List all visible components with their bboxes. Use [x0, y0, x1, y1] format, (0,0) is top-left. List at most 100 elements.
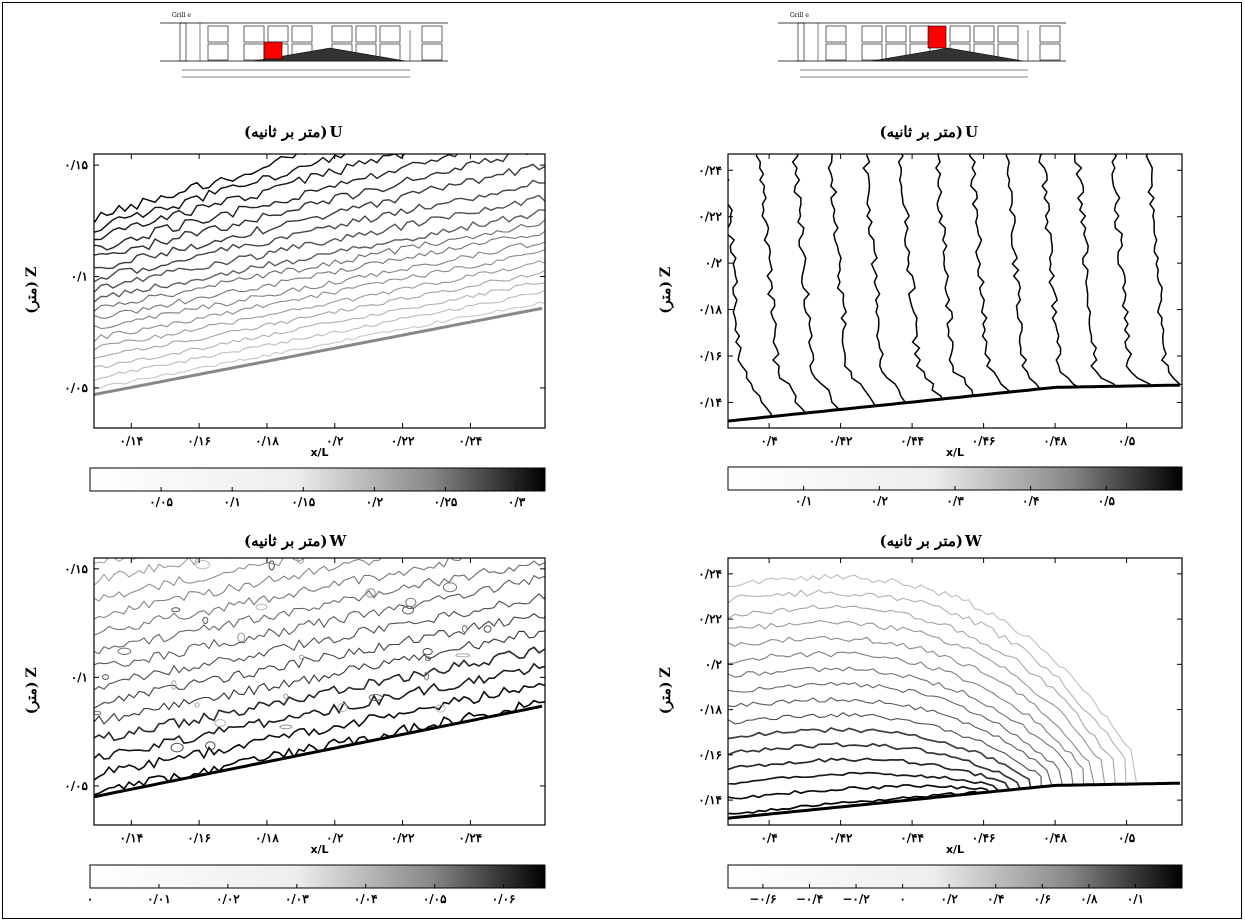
chart-w-left: (متر بر ثانیه) W ۰/۱۴ ۰/۱۶ ۰/۱۸ ۰/۲ ۰/۲۲ ۰/۲۴ x/…: [0, 527, 620, 917]
schematic-cell: [885, 25, 907, 43]
plot-frame: [727, 153, 1183, 429]
colorbar-tick-label: ۰/۳: [946, 494, 964, 508]
x-tick-label: ۰/۴۲: [829, 434, 853, 448]
contour-line: [728, 651, 1085, 785]
contour-line: [94, 558, 464, 636]
contour-line: [94, 630, 545, 725]
chart-title-unit: (متر بر ثانیه): [880, 123, 963, 141]
bed-profile-line: [93, 306, 543, 397]
colorbar-tick-label: ۰/۰۵: [149, 495, 173, 509]
contour-loop: [425, 656, 432, 661]
contour-line: [728, 790, 979, 815]
contour-line: [94, 219, 545, 312]
plot-frame: [93, 557, 546, 826]
schematic-cell: [949, 25, 971, 43]
chart-w-left-svg: (متر بر ثانیه) W ۰/۱۴ ۰/۱۶ ۰/۱۸ ۰/۲ ۰/۲۲ ۰/۲۴ x/…: [24, 532, 546, 906]
chart-u-left: (متر بر ثانیه) U ۰/۱۴ ۰/۱۶ ۰/۱۸ ۰/۲ ۰/۲۲ ۰/۲۴ x/…: [0, 118, 620, 509]
colorbar-tick-label: ۰: [899, 892, 905, 906]
contour-line: [728, 784, 990, 800]
contour-line: [94, 282, 545, 369]
colorbar-tick-label: ۰/۴: [1022, 494, 1039, 508]
contour-loop: [117, 647, 132, 656]
contour-line: [94, 646, 545, 742]
y-axis-unit: (متر): [658, 682, 674, 715]
colorbar: [89, 864, 546, 889]
flume-schematic-left: Grill e: [160, 8, 448, 83]
schematic-mound: [253, 47, 406, 62]
contour-line: [94, 194, 545, 293]
contour-line: [94, 154, 406, 241]
contour-line: [728, 757, 1011, 791]
x-tick-label: ۰/۴۶: [972, 434, 996, 448]
x-tick-label: ۰/۱۸: [255, 434, 279, 448]
schematic-cell: [291, 25, 313, 43]
bed-profile-line: [727, 781, 1180, 820]
x-axis-label: x/L: [310, 446, 328, 459]
flume-schematic-right: Grill e: [778, 8, 1066, 83]
schematic-cell: [861, 43, 883, 61]
contour-line: [94, 682, 545, 781]
flume-schematic-left-svg: Grill e: [160, 12, 448, 78]
contour-loop: [102, 674, 109, 680]
contour-line: [94, 154, 355, 233]
contour-line: [94, 179, 545, 283]
contour-line: [827, 154, 888, 428]
x-tick-label: ۰/۴۸: [1043, 434, 1067, 448]
chart-title-unit: (متر بر ثانیه): [244, 532, 327, 550]
contour-line: [728, 620, 1106, 785]
schematic-highlight: [263, 41, 283, 60]
y-tick-label: ۰/۲: [705, 256, 723, 270]
schematic-grill-label: Grill e: [172, 12, 191, 19]
x-tick-label: ۰/۴: [760, 434, 777, 448]
chart-title-variable: U: [330, 123, 343, 141]
y-tick-label: ۰/۰۵: [64, 381, 88, 395]
contour-line: [728, 742, 1021, 790]
contour-lines-group: [94, 558, 545, 796]
x-tick-label: ۰/۱۶: [187, 831, 211, 845]
colorbar: [727, 864, 1183, 889]
contour-loop: [237, 632, 246, 643]
schematic-cell: [207, 25, 229, 43]
x-axis-label: x/L: [310, 843, 328, 856]
colorbar-tick-label: ۰/۸: [1080, 892, 1098, 906]
colorbar-tick-label: ۰/۳: [508, 495, 526, 509]
schematic-highlight: [927, 25, 947, 49]
plot-frame: [93, 153, 546, 429]
y-axis-unit: (متر): [658, 281, 674, 314]
colorbar-tick-label: ۰/۲: [941, 892, 959, 906]
colorbar-tick-label: ۰/۶: [1034, 892, 1051, 906]
contour-line: [94, 558, 230, 587]
contour-loop: [268, 560, 275, 571]
y-tick-label: ۰/۱: [71, 670, 88, 684]
schematic-cell: [825, 25, 847, 43]
bed-mask: [728, 783, 1182, 825]
y-axis-label: Z (متر): [658, 267, 674, 314]
y-tick-label: ۰/۲۴: [698, 567, 722, 581]
y-tick-label: ۰/۱: [71, 270, 88, 284]
contour-line: [728, 726, 1032, 789]
colorbar-tick-label: ۰/۱: [795, 494, 812, 508]
contour-line: [728, 178, 777, 428]
contour-line: [94, 163, 545, 270]
contour-loop: [296, 558, 304, 564]
contour-loop: [435, 704, 446, 713]
schematic-grill: [797, 22, 805, 62]
schematic-cell: [1039, 43, 1061, 61]
schematic-grill-label: Grill e: [790, 12, 809, 19]
contour-line: [94, 260, 545, 350]
colorbar-tick-label: −۰/۲: [842, 892, 870, 906]
contour-loop: [405, 597, 417, 608]
contour-loop: [402, 605, 414, 615]
contour-line: [94, 248, 545, 342]
contour-loop: [171, 680, 177, 690]
chart-title-variable: W: [964, 532, 983, 550]
contour-loop: [94, 710, 102, 716]
contour-line: [94, 593, 545, 691]
contour-line: [94, 558, 306, 602]
y-tick-label: ۰/۱۸: [698, 703, 722, 717]
colorbar-tick-label: ۰/۱۵: [291, 495, 315, 509]
chart-w-right: (متر بر ثانیه) W ۰/۴ ۰/۴۲ ۰/۴۴ ۰/۴۶ ۰/۴۸ ۰/۵ x/L…: [620, 527, 1242, 917]
contour-loop: [368, 694, 383, 701]
bed-mask: [94, 307, 545, 428]
y-tick-label: ۰/۱۵: [64, 562, 88, 576]
